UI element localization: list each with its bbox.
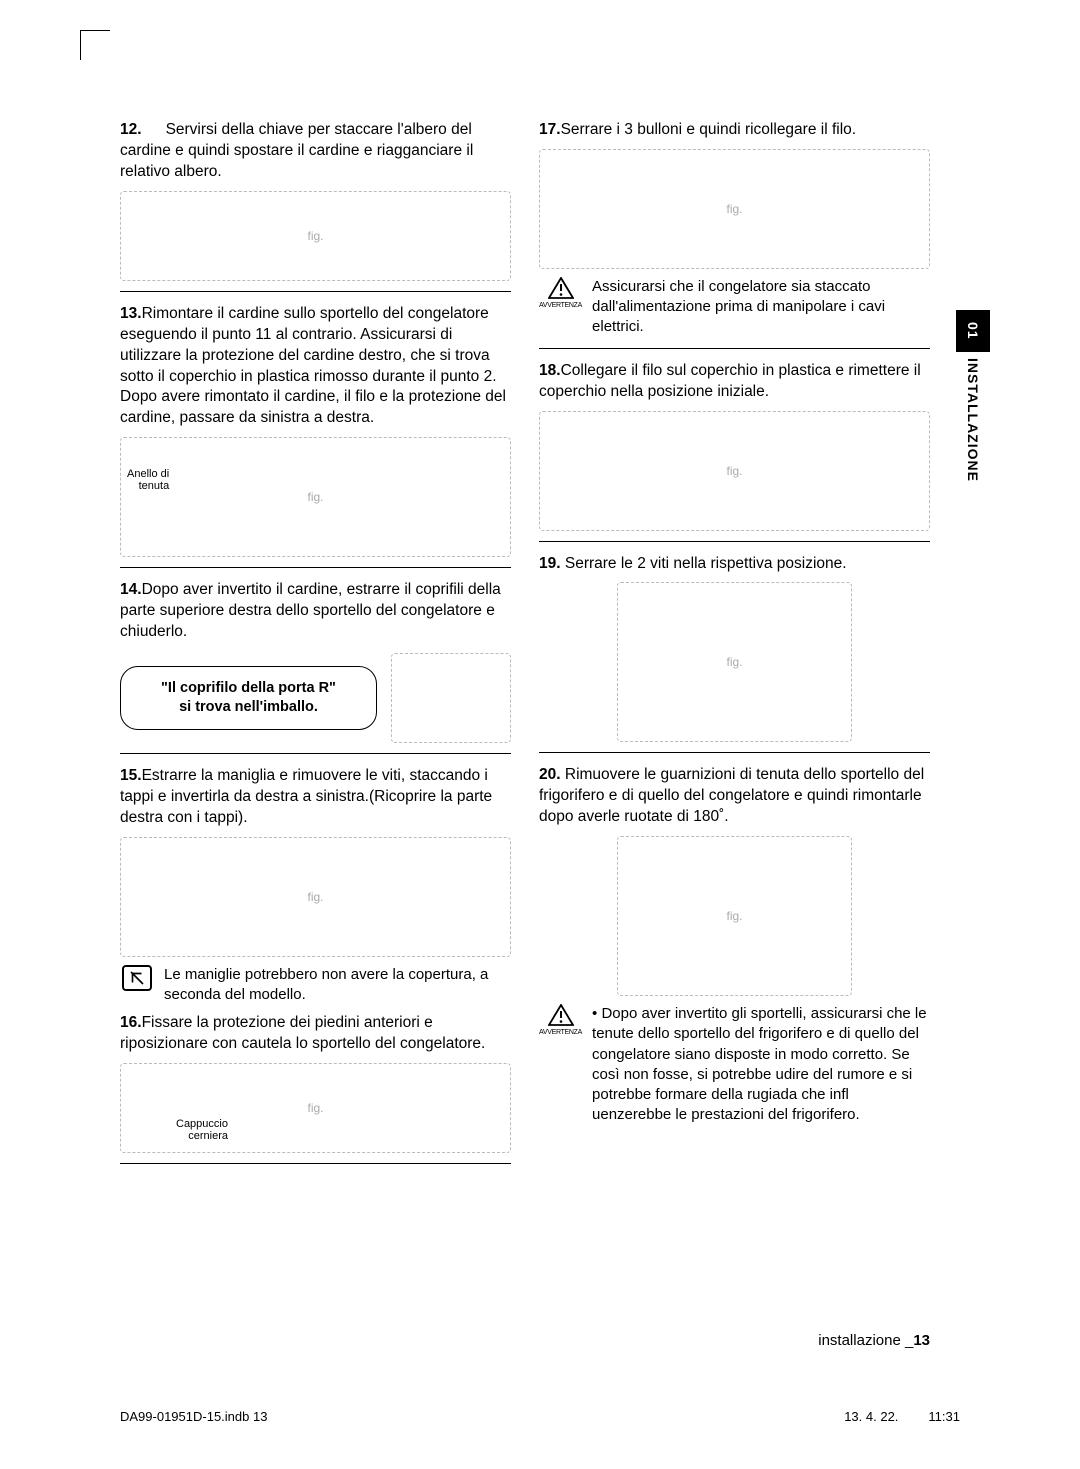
step-18: 18.Collegare il filo sul coperchio in pl… [539, 361, 930, 403]
divider [120, 567, 511, 568]
print-footer-file: DA99-01951D-15.indb 13 [120, 1409, 267, 1424]
divider [120, 291, 511, 292]
step-14-text: Dopo aver invertito il cardine, estrarre… [120, 581, 501, 640]
warning-20: AVVERTENZA • Dopo aver invertito gli spo… [539, 1004, 930, 1126]
step-14-num: 14. [120, 581, 142, 598]
note-15-text: Le maniglie potrebbero non avere la cope… [164, 965, 511, 1006]
step-20-text: Rimuovere le guarnizioni di tenuta dello… [539, 766, 924, 825]
step-16-num: 16. [120, 1014, 142, 1031]
divider [120, 1163, 511, 1164]
divider [539, 541, 930, 542]
step-17-num: 17. [539, 121, 561, 138]
figure-13-label: Anello di tenuta [127, 468, 169, 492]
left-column: 12.Servirsi della chiave per staccare l'… [120, 120, 511, 1309]
warning-20-text: Dopo aver invertito gli sportelli, assic… [592, 1005, 927, 1123]
step-17: 17.Serrare i 3 bulloni e quindi ricolleg… [539, 120, 930, 141]
print-footer: DA99-01951D-15.indb 13 13. 4. 22. 11:31 [120, 1409, 960, 1424]
figure-20: fig. [617, 836, 852, 996]
step-19-num: 19. [539, 555, 561, 572]
warning-20-bullet: • [592, 1005, 597, 1022]
note-15: Le maniglie potrebbero non avere la cope… [120, 965, 511, 1006]
figure-16: Cappuccio cerniera fig. [120, 1063, 511, 1153]
step-13-text: Rimontare il cardine sullo sportello del… [120, 305, 506, 427]
warning-icon: AVVERTENZA [539, 277, 582, 338]
warning-20-body: • Dopo aver invertito gli sportelli, ass… [592, 1004, 930, 1126]
side-tab: 01 INSTALLAZIONE [956, 310, 990, 560]
step-18-text: Collegare il filo sul coperchio in plast… [539, 362, 921, 400]
warning-17: AVVERTENZA Assicurarsi che il congelator… [539, 277, 930, 338]
print-footer-date: 13. 4. 22. [844, 1409, 898, 1424]
page-footer-right: installazione _13 [818, 1332, 930, 1349]
step-14-callout: "Il coprifilo della porta R" si trova ne… [120, 666, 377, 730]
step-18-num: 18. [539, 362, 561, 379]
step-16-text: Fissare la protezione dei piedini anteri… [120, 1014, 485, 1052]
footer-page-number: 13 [913, 1332, 930, 1349]
figure-12: fig. [120, 191, 511, 281]
step-12-num: 12. [120, 121, 142, 138]
step-19-text: Serrare le 2 viti nella rispettiva posiz… [561, 555, 847, 572]
figure-18: fig. [539, 411, 930, 531]
step-15: 15.Estrarre la maniglia e rimuovere le v… [120, 766, 511, 829]
side-tab-title: INSTALLAZIONE [956, 352, 990, 482]
step-15-num: 15. [120, 767, 142, 784]
step-14-callout-row: "Il coprifilo della porta R" si trova ne… [120, 653, 511, 743]
step-14: 14.Dopo aver invertito il cardine, estra… [120, 580, 511, 643]
step-20-num: 20. [539, 766, 561, 783]
figure-14 [391, 653, 511, 743]
step-17-text: Serrare i 3 bulloni e quindi ricollegare… [561, 121, 857, 138]
figure-17: fig. [539, 149, 930, 269]
note-icon [120, 965, 154, 1006]
divider [539, 752, 930, 753]
warning-icon: AVVERTENZA [539, 1004, 582, 1126]
step-12-text: Servirsi della chiave per staccare l'alb… [120, 121, 473, 180]
step-19: 19. Serrare le 2 viti nella rispettiva p… [539, 554, 930, 575]
step-20: 20. Rimuovere le guarnizioni di tenuta d… [539, 765, 930, 828]
divider [120, 753, 511, 754]
step-13-num: 13. [120, 305, 142, 322]
warning-17-text: Assicurarsi che il congelatore sia stacc… [592, 277, 930, 338]
divider [539, 348, 930, 349]
warning-20-label: AVVERTENZA [539, 1028, 582, 1037]
print-footer-time: 11:31 [928, 1409, 960, 1424]
figure-16-label: Cappuccio cerniera [176, 1118, 228, 1142]
step-16: 16.Fissare la protezione dei piedini ant… [120, 1013, 511, 1055]
step-15-text: Estrarre la maniglia e rimuovere le viti… [120, 767, 492, 826]
page-content: 12.Servirsi della chiave per staccare l'… [120, 120, 930, 1309]
figure-13: Anello di tenuta fig. [120, 437, 511, 557]
step-13: 13.Rimontare il cardine sullo sportello … [120, 304, 511, 430]
side-tab-chapter: 01 [956, 310, 990, 352]
crop-mark [80, 30, 110, 60]
figure-19: fig. [617, 582, 852, 742]
step-12: 12.Servirsi della chiave per staccare l'… [120, 120, 511, 183]
right-column: 17.Serrare i 3 bulloni e quindi ricolleg… [539, 120, 930, 1309]
footer-section: installazione _ [818, 1332, 913, 1349]
figure-15: fig. [120, 837, 511, 957]
warning-17-label: AVVERTENZA [539, 301, 582, 310]
